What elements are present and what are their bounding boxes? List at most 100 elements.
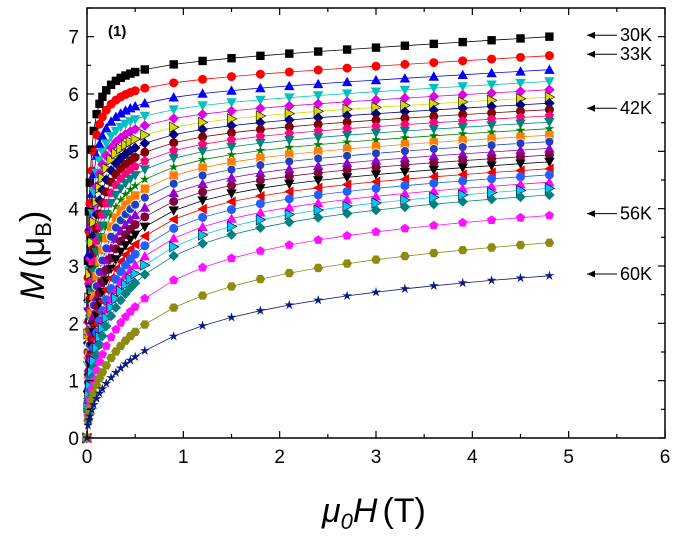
data-point (226, 253, 237, 263)
data-point (486, 101, 497, 112)
data-point (371, 61, 381, 71)
data-point (313, 160, 324, 170)
data-point (313, 204, 325, 216)
data-point (370, 74, 382, 85)
data-point (130, 327, 140, 337)
data-point (198, 56, 207, 66)
data-point (139, 174, 150, 184)
data-point (95, 119, 105, 129)
arrow-head (587, 210, 595, 218)
data-point (130, 171, 141, 181)
data-point (140, 156, 150, 165)
y-axis-close: ) (14, 211, 52, 222)
data-point (97, 112, 107, 122)
data-point (371, 121, 381, 131)
data-point (110, 158, 122, 169)
data-point (255, 175, 265, 185)
data-point (130, 161, 140, 171)
data-point (313, 197, 324, 208)
data-point (198, 262, 208, 272)
y-tick-label: 1 (68, 372, 79, 393)
data-point (197, 170, 208, 181)
data-point (98, 92, 107, 102)
data-point (313, 176, 324, 186)
data-point (169, 138, 179, 148)
data-point (429, 138, 438, 147)
data-point (139, 269, 150, 280)
temp-annotation: 33K (587, 44, 652, 64)
data-point (227, 72, 236, 82)
data-point (371, 287, 381, 297)
data-point (515, 78, 526, 89)
data-point (284, 217, 295, 228)
data-point (115, 194, 126, 205)
data-point (544, 77, 555, 87)
data-point (226, 229, 237, 240)
data-point (139, 111, 150, 122)
data-point (111, 324, 121, 334)
data-point (139, 202, 150, 212)
data-point (110, 136, 122, 148)
data-point (399, 188, 411, 198)
data-point (227, 205, 236, 215)
data-point (91, 349, 102, 360)
data-point (544, 210, 554, 220)
data-point (97, 330, 108, 342)
data-point (487, 174, 497, 184)
data-point (140, 293, 150, 303)
x-axis-subscript: 0 (341, 509, 354, 534)
data-point (544, 111, 554, 120)
y-tick-label: 6 (68, 85, 79, 106)
data-point (313, 126, 323, 135)
data-point (169, 196, 179, 206)
data-point (198, 163, 207, 172)
data-point (429, 39, 438, 49)
data-point (140, 65, 149, 74)
data-point (486, 194, 497, 205)
y-axis-symbol: M (14, 271, 52, 300)
data-point (515, 212, 526, 222)
data-point (168, 154, 179, 164)
data-point (255, 207, 266, 217)
data-point (130, 180, 141, 190)
data-point (313, 119, 323, 129)
data-point (399, 92, 411, 104)
data-point (313, 212, 324, 223)
data-point (544, 270, 555, 280)
data-point (371, 227, 381, 236)
data-point (313, 133, 324, 143)
data-point (255, 167, 266, 177)
data-point (342, 290, 352, 301)
data-point (227, 220, 238, 233)
data-point (130, 220, 140, 230)
x-tick-label: 4 (467, 447, 478, 468)
data-point (168, 113, 179, 124)
data-point (130, 199, 141, 210)
data-point (284, 240, 294, 249)
data-point (197, 154, 208, 164)
data-point (399, 85, 411, 96)
data-point (399, 167, 411, 178)
data-point (86, 404, 97, 415)
data-point (140, 83, 150, 93)
data-point (487, 215, 497, 224)
data-point (313, 182, 323, 193)
data-point (399, 106, 411, 117)
data-point (226, 213, 237, 223)
data-point (457, 103, 468, 114)
data-point (515, 99, 526, 111)
data-point (255, 275, 266, 284)
data-point (516, 106, 525, 116)
data-point (130, 101, 141, 111)
data-point (341, 208, 353, 219)
data-point (110, 126, 122, 137)
data-point (457, 277, 468, 288)
data-point (97, 368, 108, 377)
data-point (487, 36, 496, 45)
data-point (399, 73, 411, 83)
data-point (168, 161, 179, 172)
arrow-head (587, 50, 595, 58)
data-point (314, 147, 323, 156)
data-point (515, 125, 526, 135)
data-point (95, 99, 104, 109)
